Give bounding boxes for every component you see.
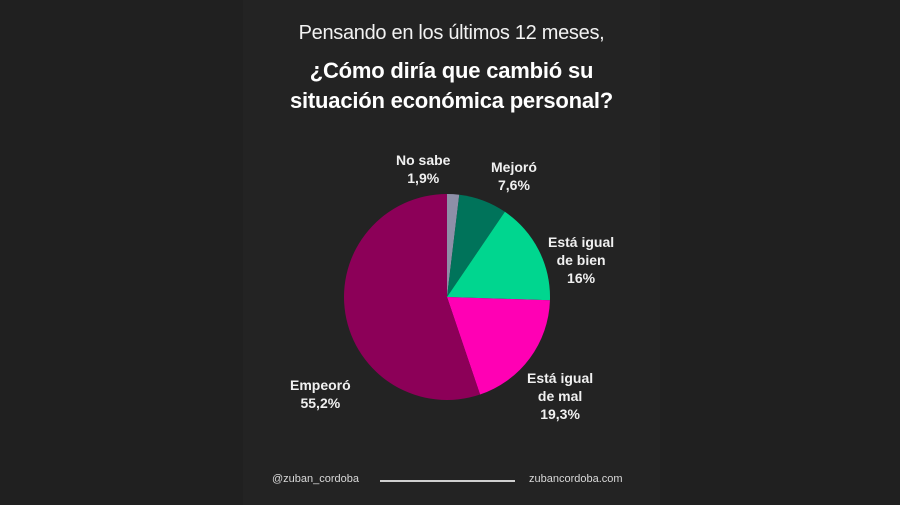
label-text: Está igual xyxy=(527,370,594,386)
pie-slice-empeoró xyxy=(343,194,481,401)
label-empeoro: Empeoró 55,2% xyxy=(290,376,351,412)
label-text: Está igual xyxy=(548,234,615,250)
pie-slice-mejoró xyxy=(447,194,505,297)
label-text: de mal xyxy=(537,388,583,404)
chart-title: ¿Cómo diría que cambió su situación econ… xyxy=(243,56,660,116)
pie-slice-está-igual-de-mal xyxy=(447,297,550,395)
title-line-2: situación económica personal? xyxy=(289,88,614,113)
label-no-sabe: No sabe 1,9% xyxy=(396,151,450,187)
footer-divider xyxy=(380,480,515,482)
footer-handle: @zuban_cordoba xyxy=(272,473,360,485)
label-text: Empeoró xyxy=(290,377,351,393)
label-text: Mejoró xyxy=(491,159,537,175)
footer-website: zubancordoba.com xyxy=(529,473,623,485)
title-line-1: ¿Cómo diría que cambió su xyxy=(309,58,594,83)
label-value: 55,2% xyxy=(300,395,341,411)
label-value: 19,3% xyxy=(540,406,580,422)
label-text: No sabe xyxy=(396,152,451,168)
label-mejoro: Mejoró 7,6% xyxy=(491,158,537,194)
label-value: 16% xyxy=(567,270,596,286)
label-value: 1,9% xyxy=(407,170,440,186)
label-igual-mal: Está igual de mal 19,3% xyxy=(527,369,593,423)
pie-slice-está-igual-de-bien xyxy=(447,211,551,301)
label-value: 7,6% xyxy=(497,177,530,193)
label-igual-bien: Está igual de bien 16% xyxy=(548,233,614,287)
chart-subtitle: Pensando en los últimos 12 meses, xyxy=(298,22,605,44)
pie-slice-no-sabe xyxy=(447,194,460,297)
label-text: de bien xyxy=(556,252,606,268)
